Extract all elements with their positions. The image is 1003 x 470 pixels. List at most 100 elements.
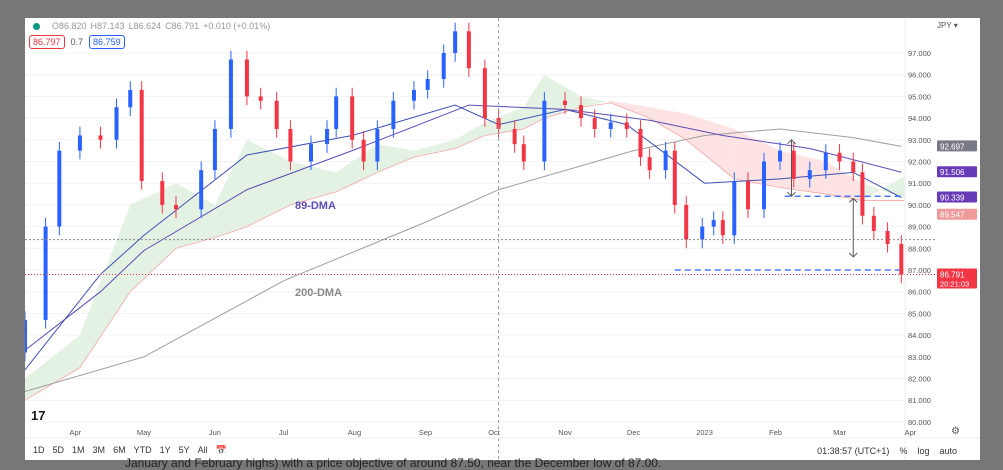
- sell-price[interactable]: 86.797: [29, 35, 65, 49]
- price-tick-label: 87.000: [908, 266, 931, 275]
- buy-price[interactable]: 86.759: [89, 35, 125, 49]
- price-label-bg: [937, 268, 977, 289]
- tf-all[interactable]: All: [197, 445, 208, 455]
- candle-body: [899, 243, 904, 275]
- time-tick-label: Mar: [833, 428, 846, 437]
- tf-5y[interactable]: 5Y: [178, 445, 190, 455]
- time-tick-label: Nov: [558, 428, 572, 437]
- candle-body: [791, 150, 796, 179]
- plot-area: 89-DMA 200-DMA: [25, 22, 905, 423]
- candle-body: [762, 161, 767, 210]
- candle-body: [228, 59, 233, 129]
- tf-ytd[interactable]: YTD: [133, 445, 152, 455]
- calendar-icon[interactable]: 📅: [215, 445, 227, 455]
- price-tick-label: 94.000: [908, 114, 931, 123]
- candle-body: [174, 204, 179, 210]
- spread: 0.7: [70, 37, 84, 47]
- low-value: L86.624: [128, 21, 162, 31]
- candle-body: [98, 135, 103, 140]
- quote-legend: 86.797 0.7 86.759: [29, 35, 125, 49]
- time-tick-label: 2023: [696, 428, 713, 437]
- ichimoku-cloud-segment: [610, 100, 650, 119]
- time-tick-label: Jul: [279, 428, 289, 437]
- time-tick-label: Feb: [769, 428, 782, 437]
- arrow-head: [787, 191, 796, 197]
- candle-body: [496, 118, 501, 129]
- candle-body: [57, 150, 62, 227]
- ichimoku-cloud-segment: [413, 139, 456, 158]
- price-chart[interactable]: 89-DMA 200-DMA 97.000 96.000 95.000 94.000 93.…: [25, 18, 980, 460]
- ichimoku-cloud-segment: [649, 107, 687, 140]
- time-tick-label: Oct: [488, 428, 501, 437]
- arrow-head: [787, 139, 796, 145]
- candle-body: [624, 122, 629, 129]
- candle-body: [807, 170, 812, 179]
- price-tick-label: 81.000: [908, 396, 931, 405]
- ma-89-line: [25, 104, 902, 351]
- candle-body: [288, 128, 293, 162]
- arrow-head: [848, 197, 858, 203]
- price-tick-label: 92.000: [908, 158, 931, 167]
- price-tick-label: 88.000: [908, 244, 931, 253]
- tf-1m[interactable]: 1M: [72, 445, 85, 455]
- price-tick-label: 86.000: [908, 288, 931, 297]
- candle-body: [592, 118, 597, 129]
- price-tick-label: 80.000: [908, 418, 931, 427]
- ichimoku-cloud-segment: [484, 107, 524, 136]
- candle-body: [778, 150, 783, 162]
- ichimoku-cloud-segment: [25, 335, 80, 401]
- ichimoku-cloud-segment: [580, 96, 611, 108]
- change-value: +0.010 (+0.01%): [203, 21, 271, 31]
- candle-body: [114, 107, 119, 140]
- candle-body: [375, 128, 380, 162]
- log-toggle[interactable]: log: [917, 446, 930, 456]
- tf-1d[interactable]: 1D: [33, 445, 45, 455]
- candle-body: [466, 31, 471, 69]
- candle-body: [425, 79, 430, 90]
- candle-body: [700, 226, 705, 240]
- auto-toggle[interactable]: auto: [939, 446, 957, 456]
- price-tick-label: 85.000: [908, 309, 931, 318]
- price-label: 89.547: [940, 211, 965, 220]
- time-tick-label: Dec: [627, 428, 641, 437]
- percent-toggle[interactable]: %: [899, 446, 908, 456]
- candle-body: [711, 220, 716, 227]
- cloud-edge: [25, 102, 905, 401]
- candle-body: [309, 144, 313, 162]
- price-label-bg: [937, 191, 977, 203]
- ma-200-line: [25, 128, 902, 392]
- ichimoku-cloud-segment: [780, 150, 826, 195]
- settings-gear-icon[interactable]: ⚙: [951, 426, 960, 437]
- candle-body: [562, 100, 567, 106]
- price-tick-label: 84.000: [908, 331, 931, 340]
- ichimoku-cloud-segment: [734, 128, 781, 188]
- candle-body: [684, 204, 689, 240]
- tf-5d[interactable]: 5D: [52, 445, 65, 455]
- candle-body: [720, 220, 725, 236]
- candle-body: [672, 150, 677, 205]
- candle-body: [732, 181, 737, 236]
- countdown-label: 20:21:03: [940, 280, 969, 289]
- candle-body: [258, 96, 263, 101]
- tf-3m[interactable]: 3M: [92, 445, 106, 455]
- candle-body: [638, 128, 643, 158]
- candle-body: [212, 128, 217, 171]
- currency-selector[interactable]: JPY ▾: [937, 21, 958, 30]
- time-tick-label: Jun: [209, 428, 221, 437]
- candle-body: [746, 181, 751, 210]
- ichimoku-cloud-segment: [290, 161, 337, 205]
- candle-body: [350, 96, 355, 140]
- close-value: C86.791: [165, 21, 200, 31]
- price-tick-label: 83.000: [908, 353, 931, 362]
- tf-6m[interactable]: 6M: [113, 445, 126, 455]
- time-tick-label: Apr: [70, 428, 82, 437]
- ichimoku-cloud-segment: [523, 74, 545, 129]
- timeframe-bar: 1D 5D 1M 3M 6M YTD 1Y 5Y All 📅: [33, 445, 227, 456]
- ichimoku-cloud-segment: [544, 74, 581, 119]
- article-text: January and February highs) with a price…: [125, 456, 662, 470]
- ichimoku-cloud-segment: [377, 144, 414, 173]
- price-tick-label: 93.000: [908, 136, 931, 145]
- tf-1y[interactable]: 1Y: [159, 445, 171, 455]
- chart-panel: 89-DMA 200-DMA 97.000 96.000 95.000 94.000 93.…: [25, 18, 980, 460]
- candle-body: [521, 144, 526, 162]
